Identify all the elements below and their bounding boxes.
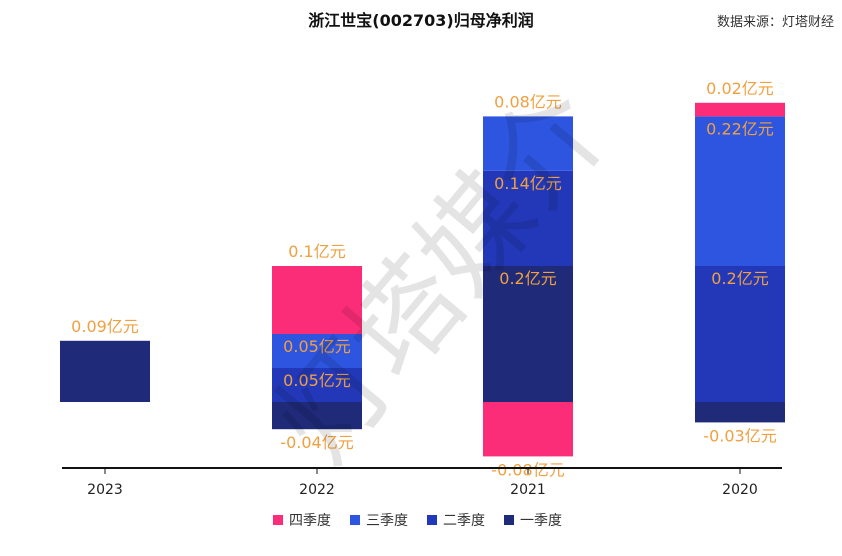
bar-2021-三季度	[483, 116, 573, 171]
x-axis-ticks: 2023 2022 2021 2020	[87, 468, 758, 498]
bar-2020-三季度	[695, 116, 785, 267]
bar-2021-一季度	[483, 266, 573, 402]
x-tick-label: 2022	[299, 482, 335, 498]
legend-swatch-三季度	[350, 515, 360, 525]
plot-area	[60, 102, 785, 457]
legend-swatch-四季度	[273, 515, 283, 525]
data-label: 0.14亿元	[494, 174, 562, 193]
x-tick-label: 2023	[87, 482, 123, 498]
data-label: 0.2亿元	[711, 269, 768, 288]
legend-label-二季度: 二季度	[443, 513, 485, 529]
data-label: 0.05亿元	[283, 337, 351, 356]
data-label: 0.1亿元	[288, 242, 345, 261]
data-label: -0.03亿元	[703, 426, 776, 445]
bar-2020-四季度	[695, 102, 785, 117]
bar-2022-三季度	[272, 334, 362, 368]
legend-label-四季度: 四季度	[289, 513, 331, 529]
data-label: 0.02亿元	[706, 79, 774, 98]
bar-2020-二季度	[695, 266, 785, 402]
bar-2021-四季度	[483, 402, 573, 457]
bar-2022-四季度	[272, 266, 362, 334]
bar-2022-一季度	[272, 402, 362, 430]
bar-2021-二季度	[483, 170, 573, 266]
bar-2022-二季度	[272, 368, 362, 402]
legend-label-三季度: 三季度	[366, 513, 408, 529]
legend-label-一季度: 一季度	[520, 513, 562, 529]
data-source: 数据来源：灯塔财经	[717, 15, 834, 30]
legend-swatch-一季度	[504, 515, 514, 525]
x-tick-label: 2021	[510, 482, 546, 498]
x-tick-label: 2020	[722, 482, 758, 498]
bar-2020-一季度	[695, 402, 785, 423]
legend-swatch-二季度	[427, 515, 437, 525]
bar-2023-一季度	[60, 340, 150, 402]
data-label: 0.05亿元	[283, 371, 351, 390]
data-label: -0.04亿元	[280, 433, 353, 452]
data-labels: 0.09亿元 -0.04亿元 0.05亿元 0.05亿元 0.1亿元 0.2亿元 0.14亿…	[71, 79, 777, 480]
data-label: 0.09亿元	[71, 317, 139, 336]
legend: 四季度 三季度 二季度 一季度	[273, 513, 562, 529]
chart-title: 浙江世宝(002703)归母净利润	[308, 11, 533, 30]
data-label: 0.08亿元	[494, 92, 562, 111]
data-label: 0.22亿元	[706, 119, 774, 138]
data-label: 0.2亿元	[499, 269, 556, 288]
